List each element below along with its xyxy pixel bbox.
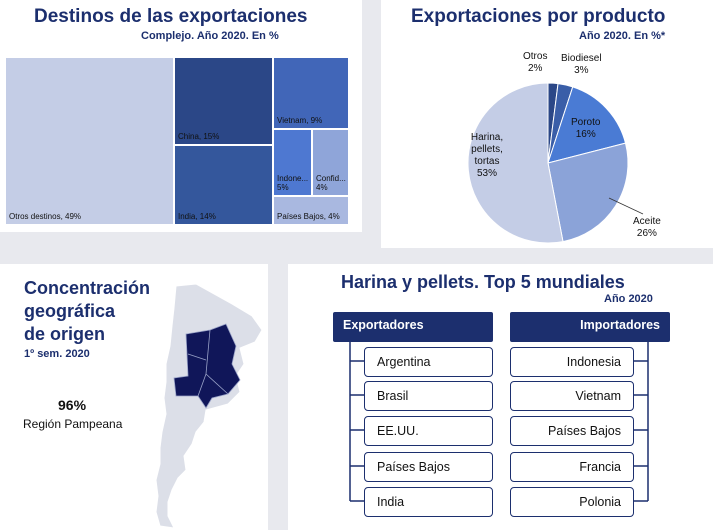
treemap-label-paises-bajos: Países Bajos, 4% [277, 212, 340, 221]
importador-4: Francia [510, 452, 634, 482]
pie-label-poroto-name: Poroto [571, 117, 601, 128]
treemap-cell-india: India, 14% [174, 145, 273, 225]
pie-label-harina-value: 53% [476, 168, 497, 179]
pie-label-biodiesel-value: 3% [574, 65, 589, 76]
exportador-3: EE.UU. [364, 416, 493, 446]
importador-5: Polonia [510, 487, 634, 517]
exportador-5: India [364, 487, 493, 517]
treemap-cell-indonesia: Indone... 5% [273, 129, 312, 196]
exportador-4: Países Bajos [364, 452, 493, 482]
concentracion-subtitle: 1º sem. 2020 [24, 348, 90, 360]
treemap-cell-vietnam: Vietnam, 9% [273, 57, 349, 129]
treemap-cell-paises-bajos: Países Bajos, 4% [273, 196, 349, 225]
treemap-cell-china: China, 15% [174, 57, 273, 145]
treemap-label-india: India, 14% [178, 212, 216, 221]
destinos-subtitle: Complejo. Año 2020. En % [141, 30, 279, 42]
pie-slice-aceite [547, 142, 629, 243]
destinos-title: Destinos de las exportaciones [34, 6, 308, 27]
treemap-label-vietnam: Vietnam, 9% [277, 116, 323, 125]
treemap-label-otros: Otros destinos, 49% [9, 212, 82, 221]
concentracion-panel: Concentración geográfica de origen 1º se… [0, 264, 268, 530]
producto-subtitle: Año 2020. En %* [579, 30, 666, 42]
pie-label-harina: Harina, pellets, tortas 53% [467, 132, 507, 180]
connector-lines [349, 340, 649, 502]
treemap-cell-otros: Otros destinos, 49% [5, 57, 174, 225]
aceite-leader-line [608, 197, 644, 215]
pie-label-otros: Otros 2% [523, 51, 547, 75]
pie-label-poroto-value: 16% [575, 129, 596, 140]
exportadores-connector [349, 340, 364, 502]
treemap-label-china: China, 15% [178, 132, 220, 141]
argentina-map [155, 283, 263, 529]
province-lines [187, 329, 229, 397]
treemap-label-confid: Confid... 4% [316, 174, 346, 192]
concentracion-title-1: Concentración [24, 278, 151, 298]
pie-label-aceite-value: 26% [636, 228, 657, 239]
exportadores-header: Exportadores [333, 312, 493, 342]
concentracion-value: 96% [58, 397, 87, 413]
concentracion-title-3: de origen [24, 324, 106, 344]
pie-label-biodiesel: Biodiesel 3% [561, 53, 602, 77]
pie-label-aceite: Aceite 26% [633, 216, 661, 240]
treemap-cell-confid: Confid... 4% [312, 129, 349, 196]
pie-label-otros-name: Otros [523, 51, 548, 62]
pie-label-aceite-name: Aceite [633, 216, 661, 227]
pie-slice-harina [467, 82, 564, 244]
harina-title: Harina y pellets. Top 5 mundiales [341, 272, 625, 292]
destinos-panel: Destinos de las exportaciones Complejo. … [0, 0, 362, 232]
pie-slice-poroto [547, 86, 627, 164]
importador-3: Países Bajos [510, 416, 634, 446]
importador-1: Indonesia [510, 347, 634, 377]
concentracion-title-2: geográfica [24, 301, 116, 321]
pie-label-biodiesel-name: Biodiesel [561, 53, 602, 64]
pie-label-poroto: Poroto 16% [571, 117, 600, 141]
pie-chart [467, 82, 644, 244]
importador-2: Vietnam [510, 381, 634, 411]
concentracion-label: Región Pampeana [23, 417, 123, 431]
importadores-header: Importadores [510, 312, 670, 342]
treemap-label-indonesia: Indone... 5% [277, 174, 309, 192]
harina-subtitle: Año 2020 [604, 293, 653, 305]
exportador-2: Brasil [364, 381, 493, 411]
producto-panel: Exportaciones por producto Año 2020. En … [381, 0, 713, 248]
producto-title: Exportaciones por producto [411, 6, 666, 27]
exportador-1: Argentina [364, 347, 493, 377]
harina-panel: Harina y pellets. Top 5 mundiales Año 20… [288, 264, 713, 530]
pie-label-harina-name: Harina, pellets, tortas [470, 132, 504, 167]
importadores-connector [634, 340, 649, 502]
argentina-outline [155, 283, 263, 529]
pie-label-otros-value: 2% [528, 63, 543, 74]
